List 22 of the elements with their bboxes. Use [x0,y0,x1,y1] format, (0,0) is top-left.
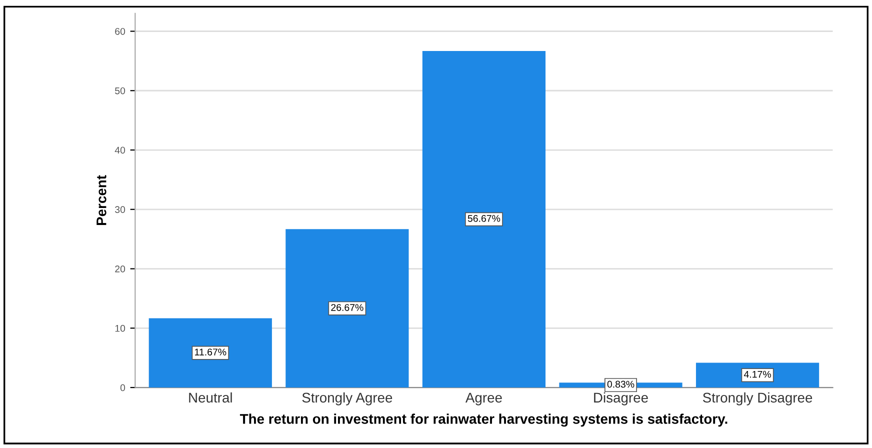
data-label: 26.67% [331,304,364,311]
y-tick-label: 60 [115,28,126,35]
y-tick-label: 40 [114,146,126,154]
y-tick-label: 0 [120,384,126,392]
bar [286,229,409,388]
data-label: 4.17% [744,370,771,378]
data-label: 0.83% [607,380,634,388]
y-tick-label: 30 [114,206,126,214]
x-tick-label: Strongly Disagree [702,392,812,406]
y-axis-title: Percent [96,175,106,226]
x-tick-label: Disagree [594,392,648,406]
x-axis-title: The return on investment for rainwater harvesting systems is satisfactory. [240,414,728,427]
data-label: 11.67% [195,348,226,356]
x-tick-label: Strongly Agree [302,392,392,406]
x-tick-label: Neutral [189,392,232,403]
y-tick-label: 50 [115,87,126,94]
y-tick-label: 10 [115,324,126,332]
bar [148,318,272,388]
x-tick-label: Agree [465,392,502,406]
data-label: 56.67% [468,215,500,222]
y-tick-label: 20 [115,266,126,272]
bar [422,51,546,388]
